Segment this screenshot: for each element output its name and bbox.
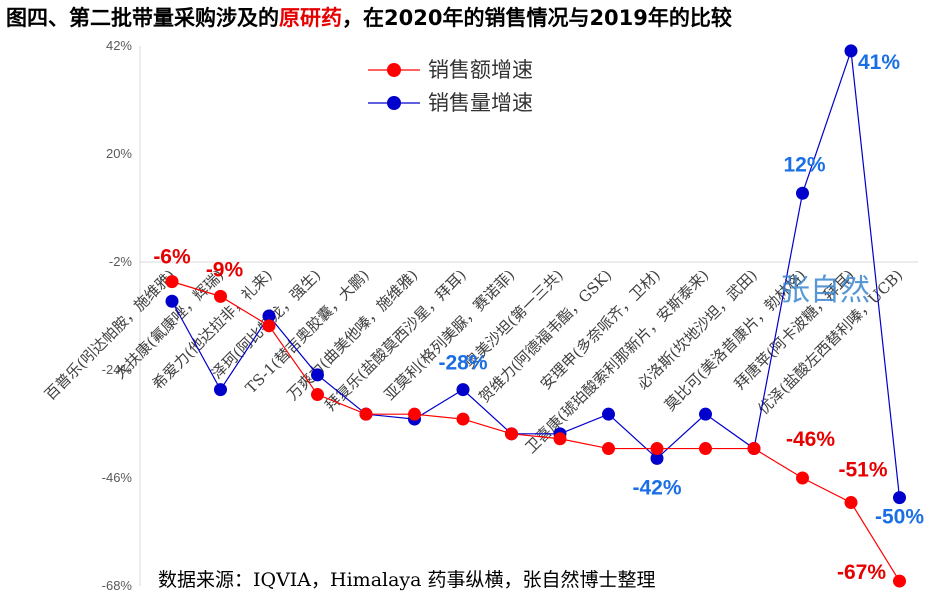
legend-label: 销售量增速 — [428, 91, 533, 115]
title-highlight: 原研药 — [279, 6, 342, 30]
data-point — [311, 388, 324, 402]
data-point — [165, 294, 179, 308]
data-point — [893, 574, 906, 588]
series-lines — [165, 44, 906, 588]
title-prefix: 图四、第二批带量采购涉及的 — [6, 6, 279, 30]
data-point — [262, 309, 276, 323]
watermark-text: 张自然 — [780, 273, 870, 308]
data-point — [214, 383, 227, 397]
legend-marker — [387, 63, 401, 77]
data-point — [456, 412, 470, 426]
data-point — [650, 451, 664, 465]
y-tick-label: -2% — [109, 254, 133, 269]
data-point — [214, 289, 227, 303]
source-note: 数据来源：IQVIA，Himalaya 药事纵横，张自然博士整理 — [158, 569, 656, 591]
data-label: -9% — [206, 258, 244, 281]
y-tick-label: -46% — [102, 470, 133, 485]
data-label: -46% — [786, 428, 835, 451]
data-point — [602, 442, 615, 456]
data-labels: -6% -9% -46%-51% -67% -28% -42% 12% 41% -50% — [153, 51, 924, 584]
data-label: -51% — [838, 459, 887, 482]
data-point — [796, 186, 809, 200]
data-point — [844, 496, 858, 510]
data-point — [747, 442, 761, 456]
data-point — [893, 491, 906, 505]
data-point — [699, 442, 712, 456]
y-tick-label: -68% — [102, 578, 133, 593]
data-point — [311, 368, 324, 382]
data-label: -6% — [153, 246, 191, 269]
data-point — [408, 407, 421, 421]
title-suffix: ，在2020年的销售情况与2019年的比较 — [342, 6, 732, 30]
legend-marker — [387, 96, 401, 110]
data-point — [844, 44, 858, 58]
data-label: 41% — [858, 51, 900, 74]
data-point — [505, 427, 518, 441]
y-tick-label: 42% — [106, 38, 132, 53]
data-point — [553, 432, 567, 446]
y-tick-label: 20% — [106, 146, 132, 161]
data-point — [165, 275, 179, 289]
series-line-sales-value — [171, 281, 901, 582]
y-tick-label: -24% — [102, 362, 133, 377]
data-label: 12% — [783, 153, 825, 176]
data-label: -28% — [438, 352, 487, 375]
data-point — [602, 407, 615, 421]
chart-title: 图四、第二批带量采购涉及的原研药，在2020年的销售情况与2019年的比较 — [0, 2, 925, 36]
series-line-sales-volume — [171, 50, 901, 498]
legend-label: 销售额增速 — [428, 58, 533, 82]
data-point — [262, 319, 276, 333]
axes: 42% 20% -2% -24% -46% -68% — [102, 38, 918, 593]
data-label: -67% — [837, 561, 886, 584]
data-label: -42% — [632, 476, 681, 499]
data-label: -50% — [875, 506, 924, 529]
data-point — [359, 407, 373, 421]
data-point — [699, 407, 712, 421]
data-point — [650, 442, 664, 456]
data-point — [796, 471, 809, 485]
data-point — [456, 383, 470, 397]
